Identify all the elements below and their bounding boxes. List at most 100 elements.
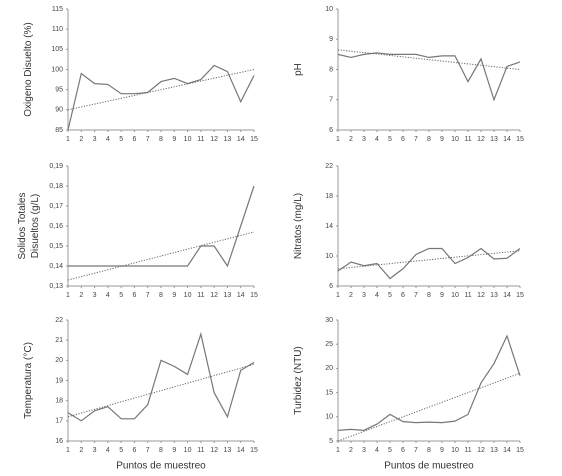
y-tick-label: 105 [51, 46, 63, 53]
x-tick-label: 15 [516, 136, 524, 143]
y-tick-label: 95 [55, 87, 63, 94]
x-tick-label: 4 [106, 292, 110, 299]
x-tick-label: 15 [250, 136, 258, 143]
y-tick-label: 19 [55, 377, 63, 384]
y-tick-label: 6 [329, 127, 333, 134]
x-tick-label: 13 [224, 292, 232, 299]
y-tick-label: 0,13 [49, 283, 63, 290]
x-tick-label: 14 [503, 292, 511, 299]
x-tick-label: 6 [132, 292, 136, 299]
x-tick-label: 3 [362, 447, 366, 454]
x-tick-label: 12 [477, 136, 485, 143]
x-tick-label: 3 [362, 292, 366, 299]
y-tick-label: 20 [325, 365, 333, 372]
x-tick-label: 10 [451, 292, 459, 299]
x-tick-label: 2 [349, 292, 353, 299]
y-axis-label-line: Disueltos (g/L) [30, 194, 41, 258]
y-tick-label: 17 [55, 418, 63, 425]
x-tick-label: 6 [401, 292, 405, 299]
x-tick-label: 13 [490, 136, 498, 143]
trend-line [67, 231, 255, 281]
x-tick-label: 5 [119, 292, 123, 299]
y-tick-label: 90 [55, 107, 63, 114]
x-tick-label: 3 [93, 292, 97, 299]
y-axis-label-line: pH [293, 63, 304, 76]
y-tick-label: 20 [55, 357, 63, 364]
x-tick-label: 12 [210, 447, 218, 454]
x-tick-label: 1 [66, 136, 70, 143]
x-tick-label: 12 [210, 292, 218, 299]
y-tick-label: 21 [55, 337, 63, 344]
x-tick-label: 3 [362, 136, 366, 143]
y-axis-label-line: Turbidez (NTU) [293, 346, 304, 415]
y-axis-label: Nitratos (mg/L) [293, 193, 304, 259]
x-tick-label: 10 [184, 136, 192, 143]
x-tick-label: 9 [172, 292, 176, 299]
y-axis-label: pH [293, 63, 304, 76]
x-tick-label: 11 [464, 136, 471, 143]
x-tick-label: 1 [336, 447, 340, 454]
x-tick-label: 7 [414, 292, 418, 299]
x-tick-label: 6 [132, 447, 136, 454]
x-tick-label: 7 [146, 292, 150, 299]
x-tick-label: 1 [66, 447, 70, 454]
x-tick-label: 4 [375, 136, 379, 143]
y-tick-label: 100 [51, 66, 63, 73]
x-tick-label: 9 [440, 136, 444, 143]
y-tick-label: 0,19 [49, 163, 63, 170]
y-tick-label: 22 [55, 317, 63, 324]
y-tick-label: 18 [55, 398, 63, 405]
x-tick-label: 4 [375, 447, 379, 454]
x-tick-label: 13 [490, 447, 498, 454]
x-tick-label: 8 [159, 447, 163, 454]
y-tick-label: 0,18 [49, 183, 63, 190]
x-tick-label: 12 [477, 292, 485, 299]
y-tick-label: 5 [329, 438, 333, 445]
y-tick-label: 85 [55, 127, 63, 134]
x-tick-label: 7 [414, 447, 418, 454]
data-line [337, 247, 521, 280]
x-tick-label: 10 [451, 447, 459, 454]
data-line [337, 334, 521, 431]
x-tick-label: 2 [79, 136, 83, 143]
x-tick-label: 2 [349, 447, 353, 454]
data-line [67, 331, 255, 422]
y-tick-label: 14 [325, 223, 333, 230]
x-tick-label: 4 [106, 447, 110, 454]
y-axis-label: Turbidez (NTU) [293, 346, 304, 415]
x-tick-label: 2 [79, 292, 83, 299]
x-tick-label: 10 [184, 292, 192, 299]
y-tick-label: 115 [52, 6, 63, 13]
y-tick-label: 0,16 [49, 223, 63, 230]
x-tick-label: 9 [172, 136, 176, 143]
x-tick-label: 8 [427, 292, 431, 299]
x-tick-label: 12 [210, 136, 218, 143]
y-axis-label: Oxigeno Disuelto (%) [23, 22, 34, 116]
trend-line [67, 69, 255, 111]
x-tick-label: 2 [79, 447, 83, 454]
x-tick-label: 15 [516, 447, 524, 454]
x-tick-label: 5 [119, 447, 123, 454]
y-tick-label: 16 [55, 438, 63, 445]
x-tick-label: 13 [224, 136, 232, 143]
y-tick-label: 22 [325, 163, 333, 170]
x-tick-label: 1 [66, 292, 70, 299]
x-tick-label: 9 [440, 292, 444, 299]
data-line [67, 64, 255, 131]
x-tick-label: 7 [146, 136, 150, 143]
y-tick-label: 6 [329, 283, 333, 290]
trend-line [337, 49, 521, 70]
y-tick-label: 15 [325, 389, 333, 396]
y-tick-label: 25 [325, 341, 333, 348]
x-tick-label: 8 [159, 136, 163, 143]
y-axis-label-line: Solidos Totales [17, 192, 28, 259]
x-tick-label: 6 [132, 136, 136, 143]
x-tick-label: 8 [159, 292, 163, 299]
x-tick-label: 9 [440, 447, 444, 454]
x-tick-label: 6 [401, 447, 405, 454]
x-tick-label: 14 [237, 447, 245, 454]
x-tick-label: 15 [250, 292, 258, 299]
x-tick-label: 5 [388, 447, 392, 454]
x-tick-label: 11 [464, 292, 471, 299]
